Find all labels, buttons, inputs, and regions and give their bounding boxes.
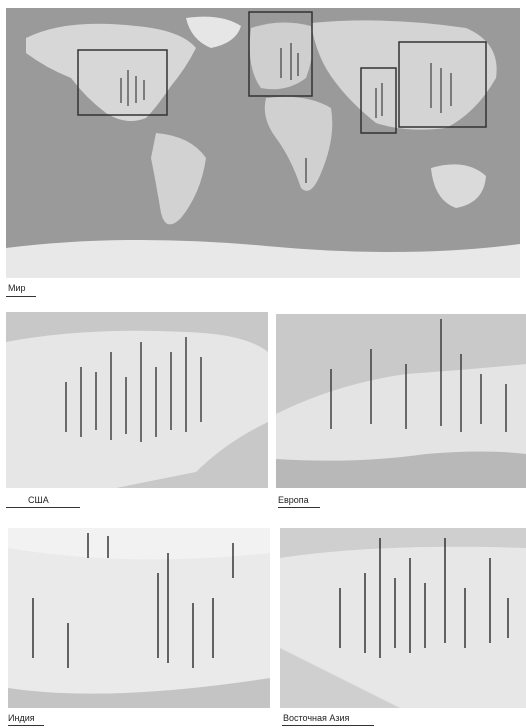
east-asia-box — [398, 41, 487, 128]
world-map — [6, 8, 520, 278]
usa-box — [77, 49, 168, 116]
east-asia-panel — [280, 528, 526, 708]
india-caption-underline — [8, 725, 44, 726]
india-panel — [8, 528, 270, 708]
world-caption-underline — [6, 296, 36, 297]
india-box — [360, 67, 397, 134]
east-asia-caption-underline — [282, 725, 374, 726]
usa-panel — [6, 312, 268, 488]
europe-map — [276, 314, 526, 488]
europe-box — [248, 11, 313, 97]
usa-caption: США — [28, 495, 49, 505]
india-caption: Индия — [8, 713, 35, 723]
world-map-panel — [6, 8, 520, 278]
india-map — [8, 528, 270, 708]
europe-caption-underline — [278, 507, 320, 508]
east-asia-caption: Восточная Азия — [283, 713, 350, 723]
europe-panel — [276, 314, 526, 488]
usa-caption-underline — [6, 507, 80, 508]
east-asia-map — [280, 528, 526, 708]
usa-map — [6, 312, 268, 488]
world-caption: Мир — [8, 283, 26, 293]
europe-caption: Европа — [278, 495, 309, 505]
